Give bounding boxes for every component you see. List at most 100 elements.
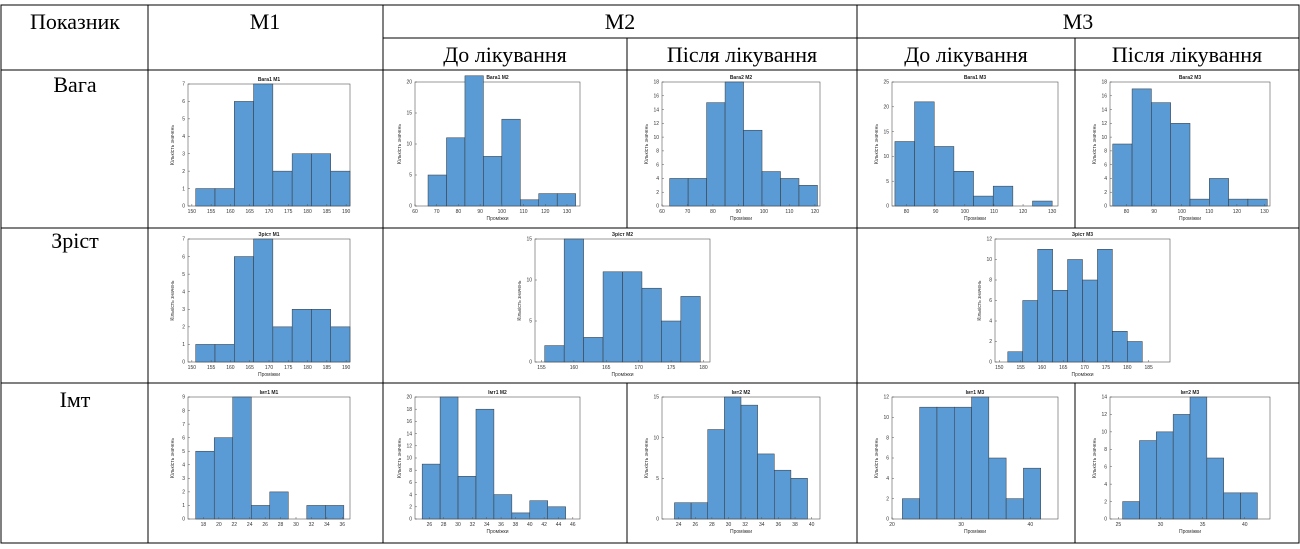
y-tick-label: 20 (406, 395, 412, 401)
subheader-cell: До лікування (904, 42, 1028, 67)
bar (1189, 198, 1210, 207)
chart-title: Імт1 М1 (260, 390, 279, 396)
x-tick-label: 160 (1038, 365, 1047, 371)
x-tick-label: 28 (709, 522, 715, 528)
bar (919, 406, 938, 520)
histogram: Зріст М3 Проміжки Кількість значень 150 155 1… (977, 232, 1171, 378)
x-tick-label: 22 (232, 522, 238, 528)
x-tick-label: 35 (1200, 522, 1206, 528)
x-tick-label: 32 (470, 522, 476, 528)
y-tick-label: 12 (653, 121, 659, 127)
y-axis-label: Кількість значень (874, 438, 880, 479)
x-tick-label: 80 (456, 209, 462, 215)
x-tick-label: 34 (484, 522, 490, 528)
bar (195, 188, 216, 207)
y-tick-label: 6 (656, 162, 659, 168)
y-tick-label: 10 (653, 135, 659, 141)
row-label: Зріст (51, 228, 99, 253)
bar (743, 129, 763, 207)
bar (1131, 88, 1152, 207)
y-tick-label: 7 (182, 82, 185, 88)
x-tick-label: 120 (811, 209, 820, 215)
y-tick-label: 12 (1101, 412, 1107, 418)
x-tick-label: 175 (284, 365, 293, 371)
y-tick-label: 0 (182, 204, 185, 210)
x-tick-label: 34 (324, 522, 330, 528)
bar (421, 463, 441, 520)
x-tick-label: 180 (1123, 365, 1132, 371)
chart-title: Зріст М2 (612, 232, 633, 238)
chart-title: Імт1 М3 (966, 390, 985, 396)
x-tick-label: 24 (247, 522, 253, 528)
y-tick-label: 8 (1104, 149, 1107, 155)
x-tick-label: 175 (1102, 365, 1111, 371)
y-tick-label: 0 (656, 517, 659, 523)
x-tick-label: 70 (685, 209, 691, 215)
bar (674, 502, 692, 520)
bar (457, 476, 477, 520)
x-tick-label: 120 (1233, 209, 1242, 215)
bar (501, 118, 521, 207)
bar (446, 137, 466, 207)
x-tick-label: 180 (303, 209, 312, 215)
bar (724, 396, 742, 520)
y-tick-label: 14 (406, 431, 412, 437)
bar (311, 309, 331, 363)
x-tick-label: 38 (513, 522, 519, 528)
bar (493, 494, 513, 520)
x-tick-label: 110 (1205, 209, 1213, 215)
y-tick-label: 10 (986, 257, 992, 263)
bar (1139, 440, 1157, 520)
y-tick-label: 2 (182, 325, 185, 331)
subheader-cell: Після лікування (667, 42, 817, 67)
bar (1032, 200, 1053, 207)
x-tick-label: 170 (265, 365, 274, 371)
bar (1151, 102, 1171, 207)
x-tick-label: 20 (216, 522, 222, 528)
y-tick-label: 15 (653, 395, 659, 401)
chart-title: Імт1 М2 (488, 390, 507, 396)
x-axis-label: Проміжки (1071, 372, 1093, 378)
y-tick-label: 2 (1104, 190, 1107, 196)
bar (1172, 414, 1191, 520)
x-axis-label: Проміжки (964, 216, 986, 222)
bar (253, 83, 274, 207)
bar (1112, 143, 1133, 207)
bar (761, 171, 781, 207)
bar (1170, 123, 1191, 207)
x-axis-label: Проміжки (258, 372, 280, 378)
y-axis-label: Кількість значень (644, 438, 650, 479)
bar (1240, 492, 1258, 520)
y-tick-label: 14 (1101, 107, 1107, 113)
y-tick-label: 18 (406, 407, 412, 413)
x-tick-label: 165 (1059, 365, 1068, 371)
bar (1023, 467, 1041, 520)
bar (544, 345, 565, 363)
x-tick-label: 25 (1116, 522, 1122, 528)
y-tick-label: 0 (656, 204, 659, 210)
y-tick-label: 0 (886, 517, 889, 523)
y-tick-label: 6 (182, 99, 185, 105)
x-tick-label: 40 (1242, 522, 1248, 528)
x-tick-label: 165 (246, 365, 255, 371)
y-tick-label: 0 (182, 360, 185, 366)
y-axis-label: Кількість значень (1092, 438, 1098, 479)
y-tick-label: 0 (409, 517, 412, 523)
x-tick-label: 36 (340, 522, 346, 528)
y-tick-label: 4 (182, 134, 185, 140)
y-axis-label: Кількість значень (1092, 124, 1098, 165)
bar (511, 512, 531, 520)
bar (195, 450, 215, 520)
x-tick-label: 165 (246, 209, 255, 215)
x-tick-label: 190 (342, 209, 351, 215)
y-tick-label: 8 (656, 149, 659, 155)
bar (311, 153, 331, 207)
x-tick-label: 100 (760, 209, 769, 215)
bar (483, 156, 503, 207)
x-tick-label: 155 (537, 365, 546, 371)
x-tick-label: 40 (1028, 522, 1034, 528)
x-tick-label: 175 (284, 209, 293, 215)
bar (690, 502, 708, 520)
y-tick-label: 5 (656, 476, 659, 482)
